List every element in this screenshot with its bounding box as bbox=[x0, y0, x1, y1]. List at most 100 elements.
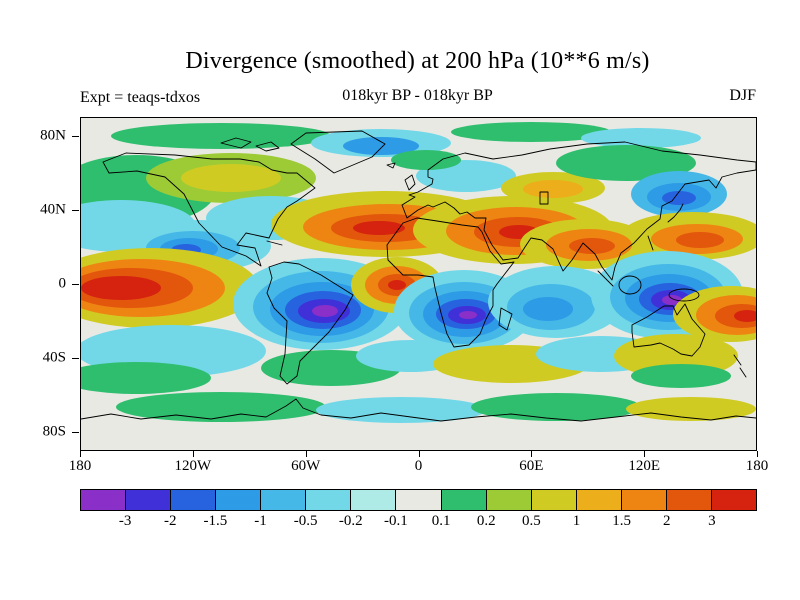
coastline-philippines bbox=[647, 235, 654, 251]
coastline-eurasia bbox=[401, 141, 756, 281]
lon-tick-label: 0 bbox=[414, 458, 423, 474]
period-label: 018kyr BP - 018kyr BP bbox=[342, 87, 493, 104]
colorbar-tick-label: 0.5 bbox=[521, 513, 541, 529]
world-map bbox=[81, 118, 756, 450]
field-contour bbox=[459, 311, 477, 319]
lon-axis: 180 120W 60W 0 60E 120E 180 bbox=[69, 451, 768, 481]
coastlines bbox=[81, 130, 756, 422]
lat-tick-mark bbox=[72, 358, 79, 360]
field-contour bbox=[676, 232, 724, 248]
field-contour bbox=[581, 128, 701, 148]
field-contour bbox=[734, 310, 756, 322]
lon-tick-mark bbox=[531, 451, 533, 457]
lon-tick-label: 180 bbox=[745, 458, 769, 474]
coastline-north-america bbox=[102, 152, 316, 267]
colorbar-labels: -3 -2 -1.5 -1 -0.5 -0.2 -0.1 0.1 0.2 0.5 1 1.5 2 3 bbox=[80, 513, 757, 533]
colorbar-segment bbox=[575, 490, 621, 510]
field-contour bbox=[343, 137, 419, 155]
lon-tick-mark bbox=[644, 451, 646, 457]
colorbar-segments bbox=[81, 490, 756, 510]
colorbar-tick-label: -0.1 bbox=[384, 513, 408, 529]
lon-tick-mark bbox=[418, 451, 420, 457]
colorbar-segment bbox=[125, 490, 171, 510]
colorbar-segment bbox=[665, 490, 711, 510]
lat-tick-mark bbox=[72, 284, 79, 285]
colorbar bbox=[80, 489, 757, 511]
colorbar-segment bbox=[260, 490, 306, 510]
colorbar-segment bbox=[620, 490, 666, 510]
colorbar-segment bbox=[485, 490, 531, 510]
lat-tick-label: 0 bbox=[58, 275, 67, 292]
coastline-africa bbox=[386, 217, 515, 348]
coastline-south-america bbox=[266, 261, 354, 385]
lat-tick-mark bbox=[72, 209, 79, 211]
season-label: DJF bbox=[729, 87, 756, 104]
field-contour bbox=[181, 164, 281, 192]
coastline-greenland bbox=[290, 130, 386, 174]
colorbar-segment bbox=[710, 490, 756, 510]
coastline-new-zealand bbox=[733, 354, 747, 378]
field-contour bbox=[569, 238, 615, 254]
field-contour bbox=[81, 276, 161, 300]
colorbar-tick-label: 2 bbox=[662, 513, 671, 529]
field-contour bbox=[523, 180, 583, 198]
lat-tick-mark bbox=[72, 432, 79, 434]
colorbar-tick-label: -2 bbox=[164, 513, 177, 529]
coastline-britain bbox=[404, 174, 416, 191]
field-contour bbox=[312, 305, 338, 317]
colorbar-tick-label: -0.2 bbox=[338, 513, 363, 529]
colorbar-tick-label: 3 bbox=[708, 513, 716, 529]
coastline-australia bbox=[631, 303, 706, 357]
colorbar-tick-label: 0.2 bbox=[476, 513, 496, 529]
map-frame bbox=[80, 117, 757, 451]
colorbar-tick-label: -1.5 bbox=[203, 513, 228, 529]
colorbar-tick-label: 0.1 bbox=[431, 513, 451, 529]
field-contour bbox=[391, 150, 461, 170]
colorbar-segment bbox=[530, 490, 576, 510]
figure-title: Divergence (smoothed) at 200 hPa (10**6 … bbox=[185, 48, 650, 74]
colorbar-segment bbox=[81, 490, 126, 510]
field-contour bbox=[523, 297, 573, 321]
field-contour bbox=[626, 397, 756, 421]
field-contour bbox=[631, 364, 731, 388]
colorbar-tick-label: 1.5 bbox=[612, 513, 631, 529]
colorbar-segment bbox=[395, 490, 441, 510]
field-contour bbox=[388, 280, 406, 290]
lat-tick-label: 80N bbox=[40, 127, 66, 144]
field-contour bbox=[353, 221, 405, 235]
coastline-borneo bbox=[618, 275, 642, 295]
colorbar-tick-label: -1 bbox=[254, 513, 267, 529]
experiment-label: Expt = teaqs-tdxos bbox=[80, 89, 201, 106]
lon-tick-label: 60E bbox=[519, 458, 544, 474]
field-contour bbox=[81, 362, 211, 394]
field-contour bbox=[556, 145, 696, 181]
coastline-caspian-sea bbox=[539, 191, 549, 205]
lon-tick-label: 120W bbox=[174, 458, 212, 474]
colorbar-tick-label: -0.5 bbox=[293, 513, 318, 529]
lon-tick-label: 180 bbox=[68, 458, 92, 474]
coastline-sumatra bbox=[597, 270, 614, 287]
lon-tick-mark bbox=[80, 451, 81, 457]
coastline-madagascar bbox=[498, 307, 513, 331]
lon-tick-label: 120E bbox=[628, 458, 660, 474]
lat-tick-label: 80S bbox=[42, 423, 66, 440]
coastline-arctic-islands bbox=[220, 137, 396, 169]
lon-tick-mark bbox=[305, 451, 307, 457]
field-contour bbox=[116, 392, 326, 422]
colorbar-segment bbox=[215, 490, 261, 510]
lat-tick-mark bbox=[72, 135, 79, 137]
lon-tick-mark bbox=[757, 451, 758, 457]
coastline-antarctica bbox=[81, 398, 756, 422]
colorbar-tick-label: 1 bbox=[572, 513, 581, 529]
colorbar-segment bbox=[350, 490, 396, 510]
colorbar-segment bbox=[170, 490, 216, 510]
lat-axis: 80N 40N 0 40S 80S bbox=[0, 117, 80, 451]
coastline-cuba bbox=[266, 240, 283, 246]
field-contour bbox=[111, 123, 331, 149]
coastline-japan bbox=[667, 203, 684, 223]
coastline-new-guinea bbox=[668, 288, 700, 302]
lat-tick-label: 40S bbox=[42, 349, 66, 366]
field-contour bbox=[662, 295, 682, 305]
lat-tick-label: 40N bbox=[40, 201, 66, 218]
